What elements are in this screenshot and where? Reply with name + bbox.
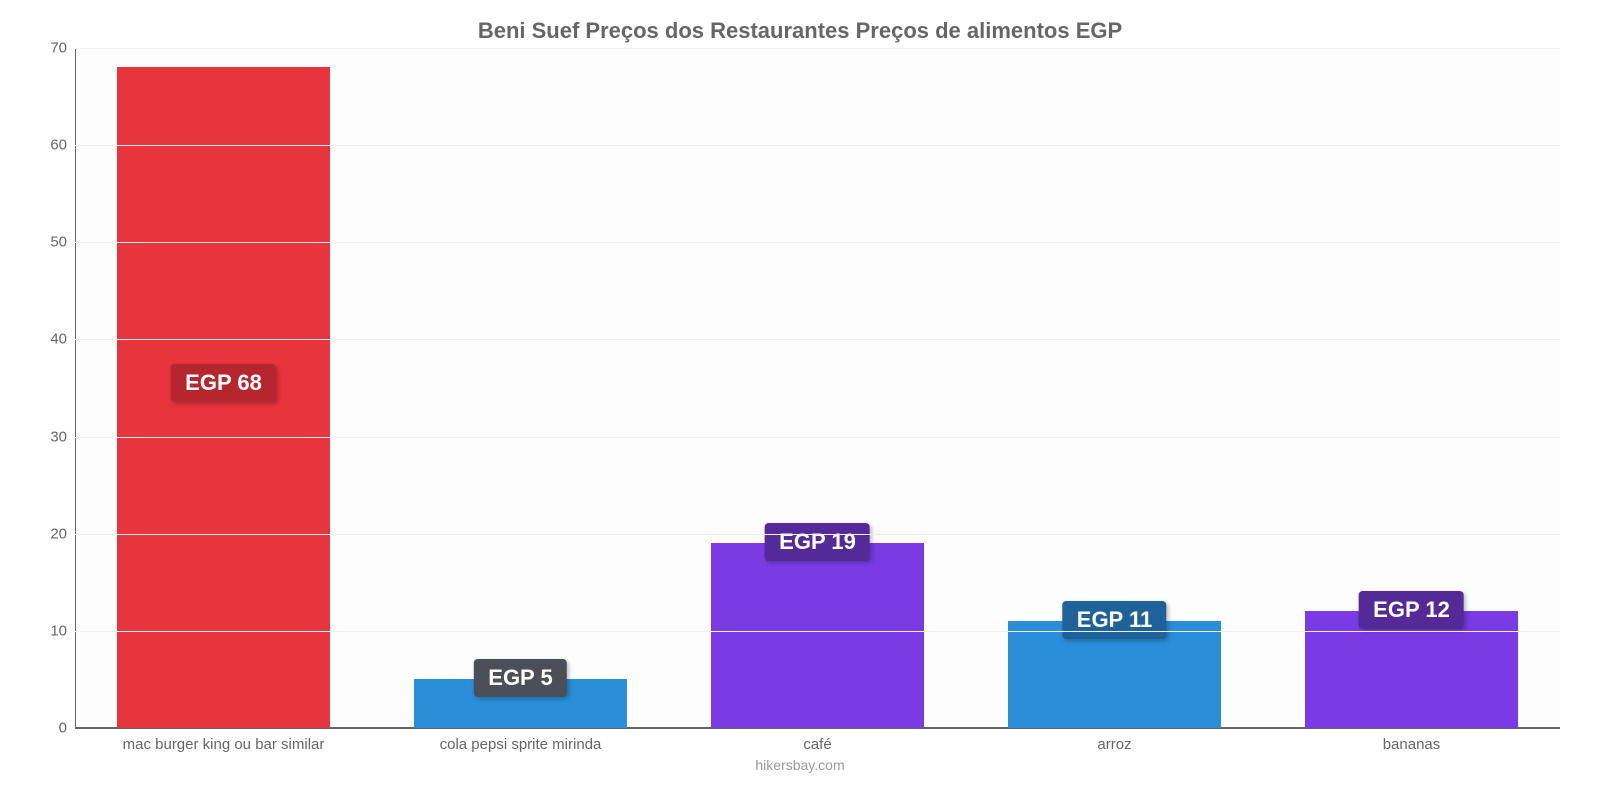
- y-tick-label: 30: [35, 428, 67, 445]
- bar-slot: EGP 11: [966, 48, 1263, 728]
- y-tick-label: 0: [35, 720, 67, 737]
- bar: EGP 11: [1008, 621, 1222, 728]
- bars-group: EGP 68 EGP 5 EGP 19 EGP 11 EGP 12: [75, 48, 1560, 728]
- x-tick-label: bananas: [1263, 736, 1560, 753]
- bar: EGP 19: [711, 543, 925, 728]
- value-badge: EGP 19: [765, 523, 870, 561]
- bar: EGP 68: [117, 67, 331, 728]
- plot-inner: EGP 68EGP 5EGP 19EGP 11EGP 12 0102030405…: [75, 48, 1560, 728]
- gridline: [75, 339, 1560, 340]
- chart-container: Beni Suef Preços dos Restaurantes Preços…: [0, 0, 1600, 800]
- bar-slot: EGP 5: [372, 48, 669, 728]
- y-tick-label: 40: [35, 331, 67, 348]
- x-tick-label: mac burger king ou bar similar: [75, 736, 372, 753]
- y-tick-label: 10: [35, 622, 67, 639]
- y-tick-label: 20: [35, 525, 67, 542]
- gridline: [75, 534, 1560, 535]
- bar-slot: EGP 19: [669, 48, 966, 728]
- chart-title: Beni Suef Preços dos Restaurantes Preços…: [20, 10, 1580, 48]
- plot-area: EGP 68EGP 5EGP 19EGP 11EGP 12 0102030405…: [75, 48, 1560, 728]
- y-tick-label: 60: [35, 137, 67, 154]
- bar-slot: EGP 12: [1263, 48, 1560, 728]
- value-badge: EGP 12: [1359, 591, 1464, 629]
- x-axis-labels: mac burger king ou bar similarcola pepsi…: [75, 728, 1560, 753]
- x-tick-label: cola pepsi sprite mirinda: [372, 736, 669, 753]
- gridline: [75, 631, 1560, 632]
- bar: EGP 12: [1305, 611, 1519, 728]
- value-badge: EGP 11: [1063, 601, 1166, 639]
- gridline: [75, 437, 1560, 438]
- bar: EGP 5: [414, 679, 628, 728]
- bar-slot: EGP 68: [75, 48, 372, 728]
- gridline: [75, 145, 1560, 146]
- x-tick-label: arroz: [966, 736, 1263, 753]
- gridline: [75, 728, 1560, 729]
- source-credit: hikersbay.com: [20, 753, 1580, 773]
- y-tick-label: 70: [35, 40, 67, 57]
- value-badge: EGP 68: [171, 364, 276, 402]
- y-tick-label: 50: [35, 234, 67, 251]
- gridline: [75, 242, 1560, 243]
- value-badge: EGP 5: [474, 659, 566, 697]
- x-tick-label: café: [669, 736, 966, 753]
- gridline: [75, 48, 1560, 49]
